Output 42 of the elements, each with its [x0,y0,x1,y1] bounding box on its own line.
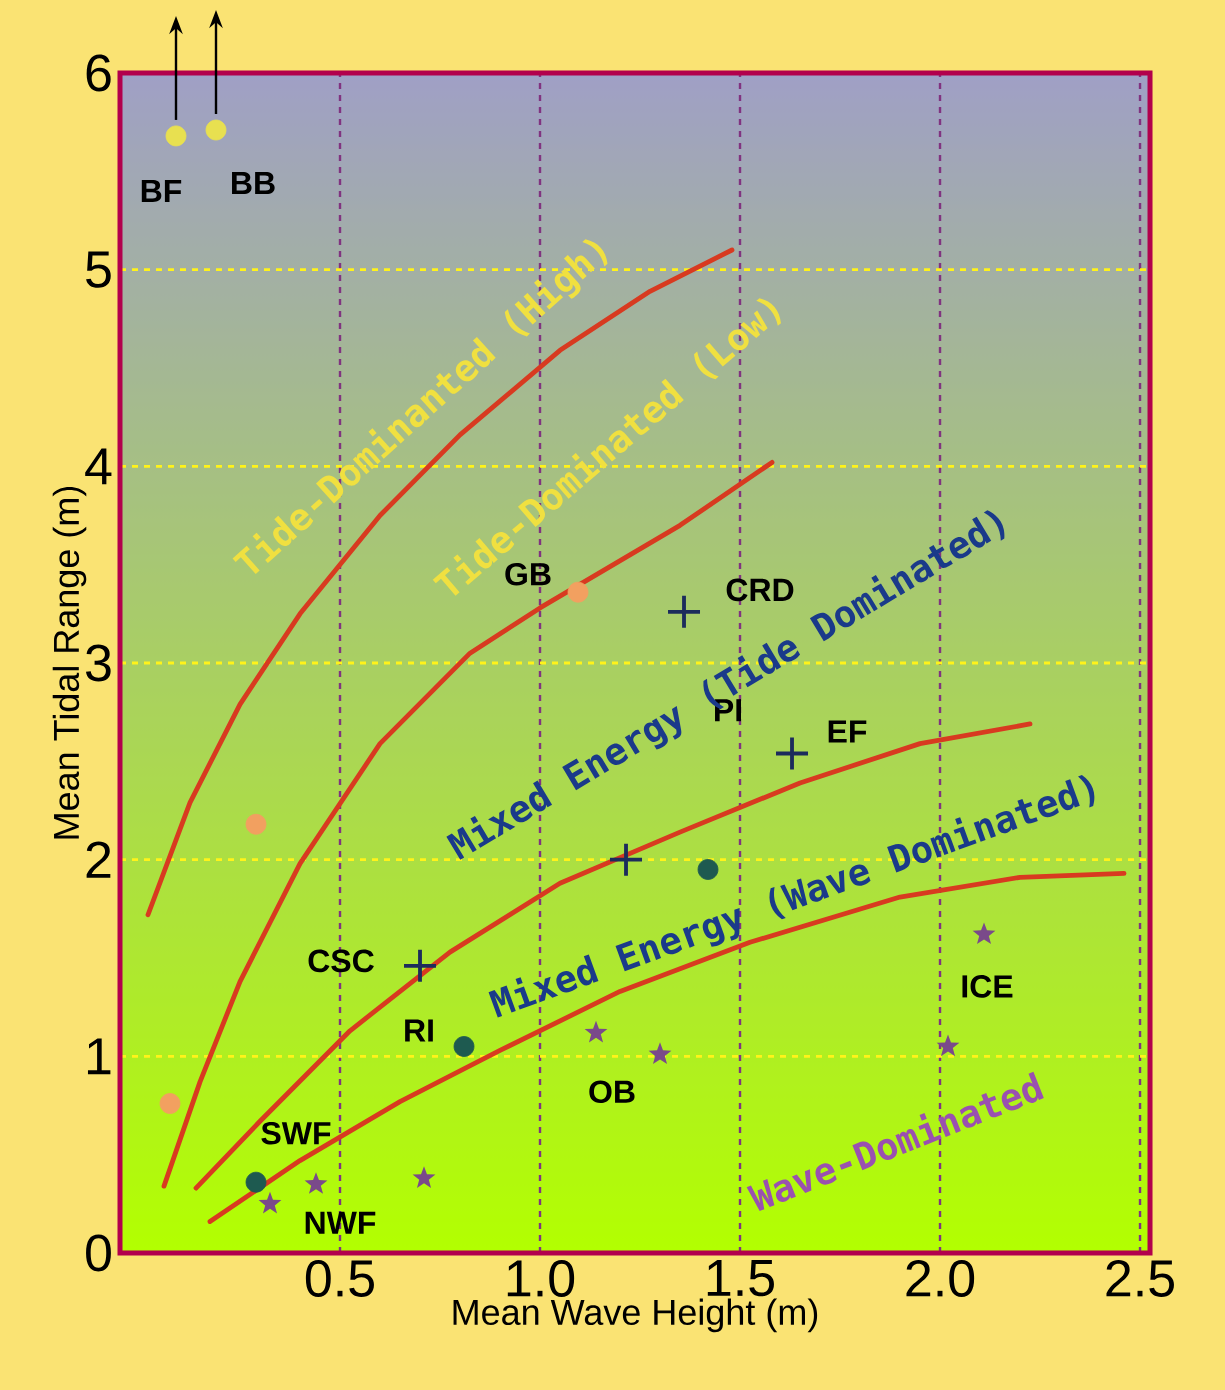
annotation: BF [141,179,182,202]
x-axis-title: Mean Wave Height (m) [453,1298,818,1333]
annotation: SWF [261,1121,331,1145]
point [453,1036,475,1057]
point [412,1166,436,1188]
annotation: BB [232,172,275,195]
y-tick-label: 0 [86,1234,111,1272]
y-tick-label: 6 [86,54,111,92]
y-tick-label: 5 [86,251,111,288]
y-axis-title: Mean Tidal Range (m) [52,486,87,839]
y-tick-label: 1 [87,1038,111,1075]
x-tick-label: 2.0 [906,1260,975,1297]
x-tick-label: 2.5 [1106,1260,1174,1297]
point [304,1172,328,1194]
annotation: ICE [962,975,1013,998]
y-tick-label: 2 [86,841,111,878]
x-tick-label: 1.5 [707,1260,774,1297]
y-tick-label: 4 [85,448,112,485]
point [258,1191,282,1214]
annotation: NWF [305,1211,376,1234]
point [697,859,719,880]
point [584,1020,608,1043]
point [610,843,643,876]
point [245,813,267,835]
annotation: EF [828,720,867,743]
point [404,949,437,982]
point [159,1093,181,1114]
point [776,737,809,770]
y-tick-label: 3 [85,644,111,682]
point [648,1042,672,1065]
point [972,922,996,945]
annotation: RI [405,1019,433,1042]
x-tick-label: 1.0 [507,1260,575,1297]
point [668,595,701,628]
point [205,119,227,141]
point [165,125,187,147]
annotation: OB [589,1080,635,1104]
annotation: CSC [308,949,374,973]
point [245,1171,267,1193]
point [936,1034,960,1057]
annotation: CRD [726,578,794,602]
x-tick-label: 0.5 [305,1260,374,1297]
